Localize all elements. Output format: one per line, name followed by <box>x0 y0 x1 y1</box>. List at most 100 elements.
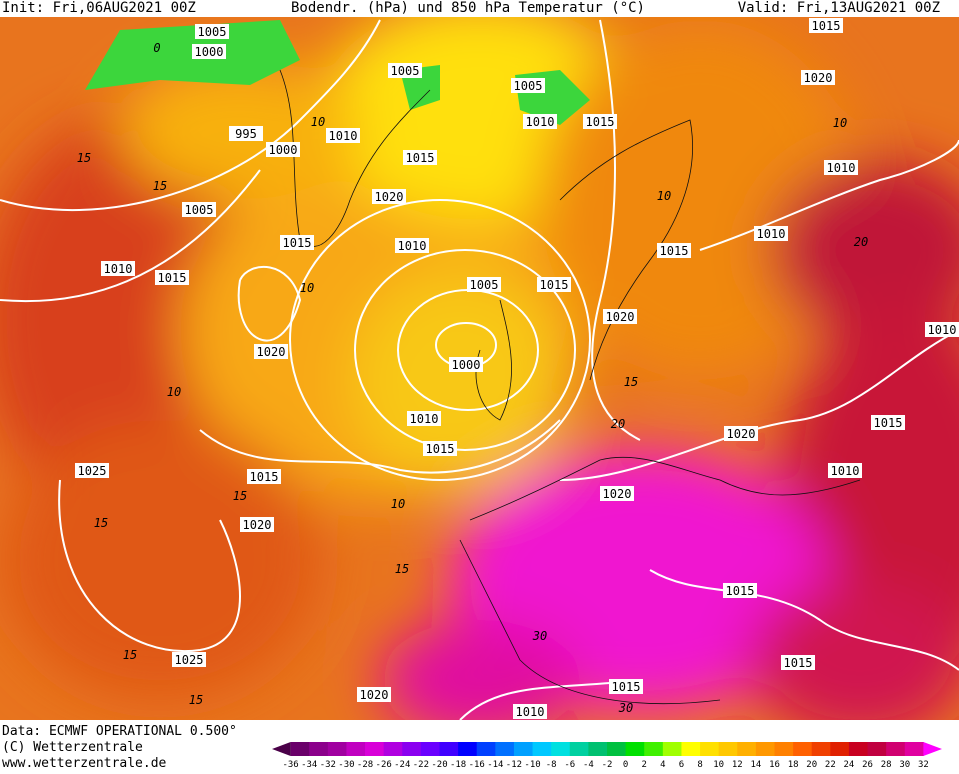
color-scale-swatch <box>755 742 775 756</box>
data-source: Data: ECMWF OPERATIONAL 0.500° <box>2 724 237 739</box>
isobar-label-box <box>75 463 109 478</box>
temperature-label: 15 <box>624 375 638 389</box>
color-scale-label: 16 <box>769 760 780 770</box>
color-scale-label: 26 <box>862 760 873 770</box>
isobar-label: 1025 <box>78 464 107 478</box>
isobar-label-box <box>871 415 905 430</box>
isobar-label: 1005 <box>470 278 499 292</box>
isobar-label: 1020 <box>727 427 756 441</box>
temperature-label: 30 <box>532 629 547 643</box>
isobar-label: 1015 <box>812 19 841 33</box>
isobar-label-box <box>192 44 226 59</box>
temperature-label: 20 <box>854 235 868 249</box>
isobar-label-box <box>407 411 441 426</box>
isobar-label: 1020 <box>603 487 632 501</box>
color-scale-label: -8 <box>546 760 557 770</box>
isobar-label-box <box>809 18 843 33</box>
isobar-label-box <box>657 243 691 258</box>
color-scale-swatch <box>867 742 887 756</box>
isobar-label-box <box>229 126 263 141</box>
isobar-label: 1005 <box>198 25 227 39</box>
isobar-label-box <box>603 309 637 324</box>
isobar-label-box <box>372 189 406 204</box>
temperature-label: 15 <box>153 179 167 193</box>
temperature-label: 10 <box>657 189 671 203</box>
isobar-label-box <box>824 160 858 175</box>
color-scale-swatch <box>681 742 701 756</box>
color-scale-label: 22 <box>825 760 836 770</box>
isobar-label: 1010 <box>516 705 545 719</box>
isobar-label-box <box>828 463 862 478</box>
color-scale-label: 12 <box>732 760 743 770</box>
isobar-label-box <box>583 114 617 129</box>
color-scale-label: -6 <box>564 760 575 770</box>
color-scale-label: 32 <box>918 760 929 770</box>
color-scale: -36 -34 -32 -30 -28 -26 -24 -22 -20 -18 -16 -14 -12-… <box>272 742 942 770</box>
isobar-label: 1015 <box>726 584 755 598</box>
isobar-label-box <box>467 277 501 292</box>
isobar-label: 1010 <box>329 129 358 143</box>
isobar-label: 1010 <box>526 115 555 129</box>
color-scale-swatch <box>886 742 906 756</box>
color-scale-label: 30 <box>899 760 910 770</box>
isobar-label: 1015 <box>784 656 813 670</box>
color-scale-label: 6 <box>679 760 684 770</box>
temperature-label: 15 <box>123 648 137 662</box>
isobar-label-box <box>925 322 959 337</box>
website: www.wetterzentrale.de <box>2 756 167 770</box>
isobar-label: 1015 <box>158 271 187 285</box>
color-scale-arrow <box>923 742 942 756</box>
color-scale-label: -10 <box>524 760 540 770</box>
isobar-label: 1005 <box>514 79 543 93</box>
color-scale-swatch <box>700 742 720 756</box>
temperature-label: 10 <box>167 385 181 399</box>
isobar-label-box <box>266 142 300 157</box>
color-scale-label: 4 <box>660 760 665 770</box>
color-scale-label: -30 <box>338 760 354 770</box>
color-scale-label: -28 <box>357 760 373 770</box>
isobar-label-box <box>600 486 634 501</box>
isobar-label: 1000 <box>269 143 298 157</box>
color-scale-swatch <box>495 742 515 756</box>
isobar-label-box <box>523 114 557 129</box>
temperature-label: 15 <box>395 562 409 576</box>
color-scale-swatch <box>476 742 496 756</box>
color-scale-label: 20 <box>806 760 817 770</box>
coastlines <box>279 69 861 704</box>
isobar-label-box <box>609 679 643 694</box>
color-scale-label: -14 <box>487 760 503 770</box>
isobar-label-box <box>537 277 571 292</box>
temperature-label: 15 <box>189 693 203 707</box>
isobar-label: 1010 <box>928 323 957 337</box>
isobar-label-box <box>723 583 757 598</box>
isobar-label-box <box>247 469 281 484</box>
color-scale-swatch <box>290 742 310 756</box>
isobar-label-box <box>403 150 437 165</box>
temperature-label: 15 <box>94 516 108 530</box>
isobar-label: 1010 <box>831 464 860 478</box>
isobar-label: 1000 <box>452 358 481 372</box>
color-scale-swatch <box>737 742 757 756</box>
color-scale-swatch <box>402 742 422 756</box>
isobar-label: 1010 <box>410 412 439 426</box>
isobar-label-box <box>754 226 788 241</box>
color-scale-swatch <box>793 742 813 756</box>
color-scale-swatch <box>327 742 347 756</box>
color-scale-swatch <box>848 742 869 756</box>
isobar-label: 1020 <box>243 518 272 532</box>
color-scale-label: -22 <box>413 760 429 770</box>
temperature-label: 10 <box>391 497 405 511</box>
color-scale-label: 14 <box>750 760 761 770</box>
color-scale-swatch <box>365 742 385 756</box>
isobar-label: 1010 <box>398 239 427 253</box>
color-scale-label: -32 <box>320 760 336 770</box>
isobar-label-box <box>101 261 135 276</box>
color-scale-label: -2 <box>602 760 613 770</box>
color-scale-label: 18 <box>788 760 799 770</box>
isobar-label: 1025 <box>175 653 204 667</box>
valid-time: Valid: Fri,13AUG2021 00Z <box>738 0 940 16</box>
isobar-label: 1005 <box>391 64 420 78</box>
color-scale-swatch <box>774 742 794 756</box>
isobar-label: 1000 <box>195 45 224 59</box>
